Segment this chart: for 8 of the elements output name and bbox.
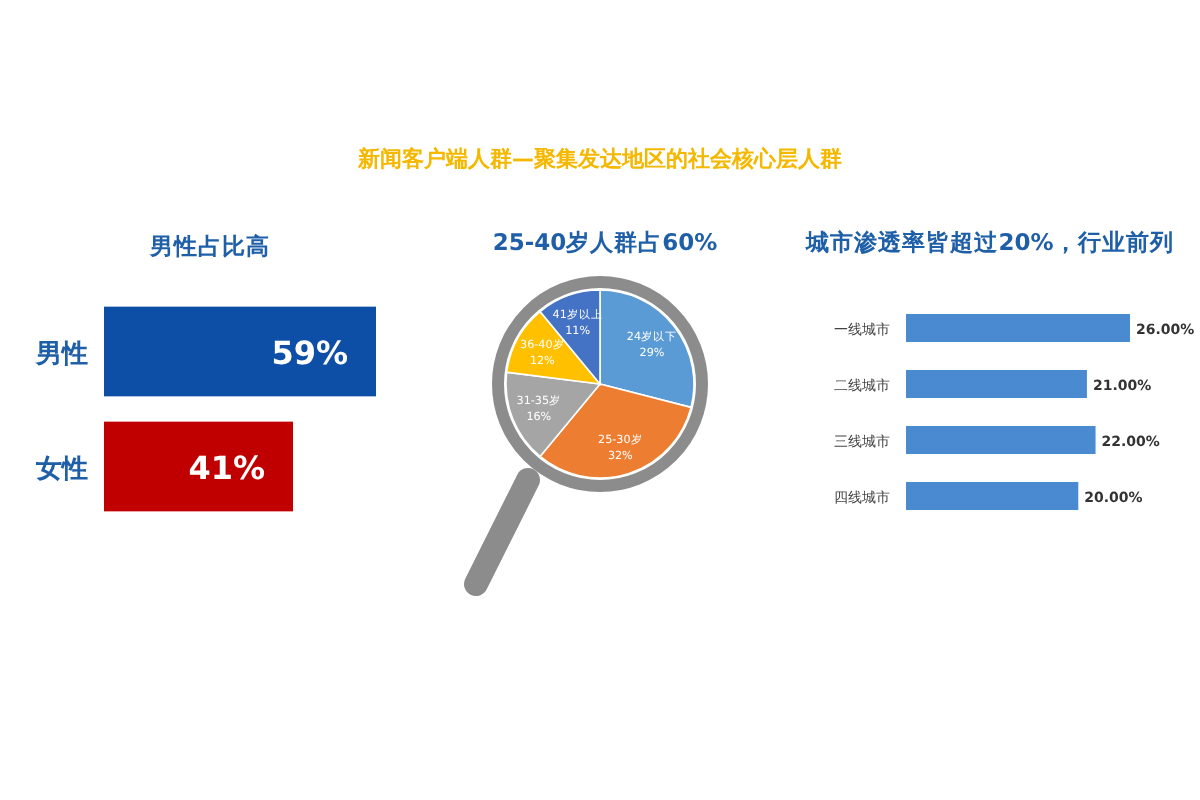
y-tick-label: 女性: [34, 454, 88, 485]
chart-title: 男性占比高: [148, 232, 270, 260]
data-label: 41%: [188, 448, 266, 487]
chart-title: 城市渗透率皆超过20%，行业前列: [804, 228, 1174, 256]
chart-title: 25-40岁人群占60%: [492, 228, 719, 256]
data-label: 59%: [271, 333, 348, 372]
text: 新闻客户端人群—聚集发达地区的社会核心层人群: [356, 146, 842, 172]
y-tick-label: 男性: [34, 339, 88, 370]
